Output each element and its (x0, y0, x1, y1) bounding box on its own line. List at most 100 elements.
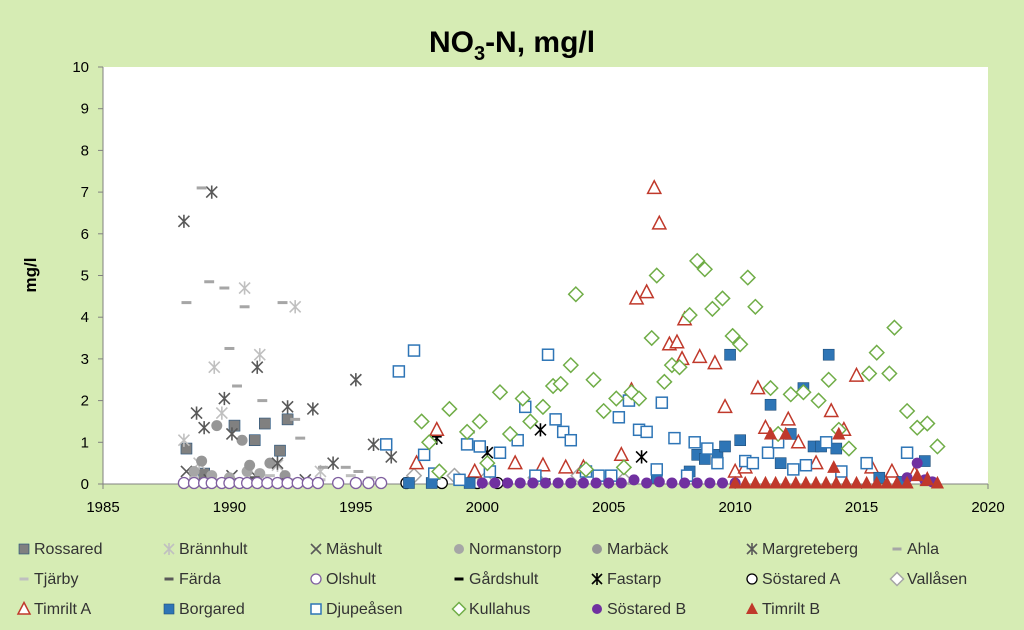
data-point (919, 415, 936, 432)
x-tick-label: 2020 (971, 499, 1004, 516)
data-point (225, 427, 239, 441)
legend-marker (592, 544, 602, 554)
data-point (564, 433, 578, 447)
data-point (734, 434, 747, 447)
data-point (218, 391, 231, 406)
data-point (820, 371, 837, 388)
legend-marker (591, 573, 603, 585)
data-point (407, 344, 421, 357)
data-point (289, 300, 302, 314)
data-point (881, 365, 898, 382)
title-sub: 3 (474, 43, 485, 65)
data-point (790, 433, 807, 449)
data-point (656, 373, 673, 391)
data-point (920, 472, 934, 486)
data-point (408, 454, 425, 470)
data-point (688, 436, 701, 449)
data-point (244, 459, 256, 471)
series-9 (177, 476, 388, 490)
data-point (643, 329, 660, 347)
data-point (567, 286, 585, 303)
series-18 (476, 457, 938, 489)
series-5 (177, 185, 398, 470)
legend-item: Kullahus (451, 601, 530, 618)
legend-item: Marbäck (592, 541, 669, 558)
title-main: NO (429, 26, 474, 59)
data-point (463, 477, 476, 489)
data-point (738, 475, 752, 489)
data-point (240, 476, 254, 490)
legend-item: Vallåsen (889, 570, 967, 588)
data-point (224, 346, 235, 350)
data-point (696, 261, 714, 278)
data-point (552, 477, 564, 489)
legend-label: Färda (179, 571, 221, 588)
data-point (318, 465, 328, 469)
data-point (239, 305, 250, 309)
data-point (196, 186, 207, 190)
data-point (228, 419, 241, 432)
legend-item: Timrilt A (16, 600, 92, 618)
legend-label: Tjärby (34, 571, 78, 588)
legend-label: Mäshult (326, 541, 383, 558)
data-point (731, 336, 749, 353)
data-point (780, 410, 797, 426)
data-point (840, 440, 858, 457)
x-tick-label: 1985 (86, 499, 119, 516)
data-points (177, 179, 946, 490)
data-point (327, 456, 340, 470)
legend-label: Gårdshult (469, 570, 539, 588)
data-point (514, 390, 531, 407)
y-tick-label: 10 (72, 59, 89, 76)
data-point (884, 462, 900, 478)
y-tick-label: 2 (81, 393, 89, 410)
legend-marker (592, 604, 602, 614)
data-point (379, 438, 393, 451)
data-point (557, 458, 574, 474)
data-point (180, 442, 193, 455)
data-point (188, 465, 200, 477)
legend-marker (18, 543, 30, 555)
legend-item: Normanstorp (454, 541, 562, 558)
data-point (460, 438, 474, 451)
data-point (264, 474, 275, 478)
legend-label: Timrilt A (34, 601, 92, 618)
data-point (886, 319, 903, 336)
legend-label: Djupeåsen (326, 600, 403, 618)
data-point (689, 252, 706, 270)
data-point (898, 402, 916, 420)
data-point (196, 455, 208, 467)
data-point (704, 477, 716, 489)
legend-marker (889, 571, 905, 587)
legend-marker (163, 543, 175, 555)
data-point (829, 475, 843, 489)
series-6 (181, 186, 364, 473)
legend-item: Söstared B (592, 601, 686, 618)
data-point (832, 426, 846, 440)
data-point (747, 298, 764, 315)
data-point (911, 457, 923, 469)
data-point (761, 446, 775, 459)
y-tick-label: 8 (81, 142, 89, 159)
legend-label: Margreteberg (762, 541, 858, 558)
y-tick-label: 3 (81, 351, 89, 368)
data-point (819, 475, 833, 489)
data-point (880, 475, 894, 489)
legend-item: Gårdshult (454, 570, 539, 588)
series-19 (728, 426, 945, 489)
legend-marker (164, 577, 174, 581)
data-point (848, 366, 865, 382)
data-point (849, 475, 864, 489)
legend-item: Tjärby (19, 571, 78, 588)
data-point (698, 453, 711, 465)
data-point (392, 365, 406, 378)
data-point (349, 476, 363, 490)
title-rest: -N, mg/l (485, 26, 595, 59)
data-point (219, 286, 230, 290)
data-point (489, 477, 501, 489)
data-point (187, 476, 201, 490)
x-tick-label: 2005 (592, 499, 625, 516)
chart-title: NO3-N, mg/l (429, 26, 595, 65)
data-point (590, 477, 602, 489)
legend-label: Söstared B (607, 601, 686, 618)
